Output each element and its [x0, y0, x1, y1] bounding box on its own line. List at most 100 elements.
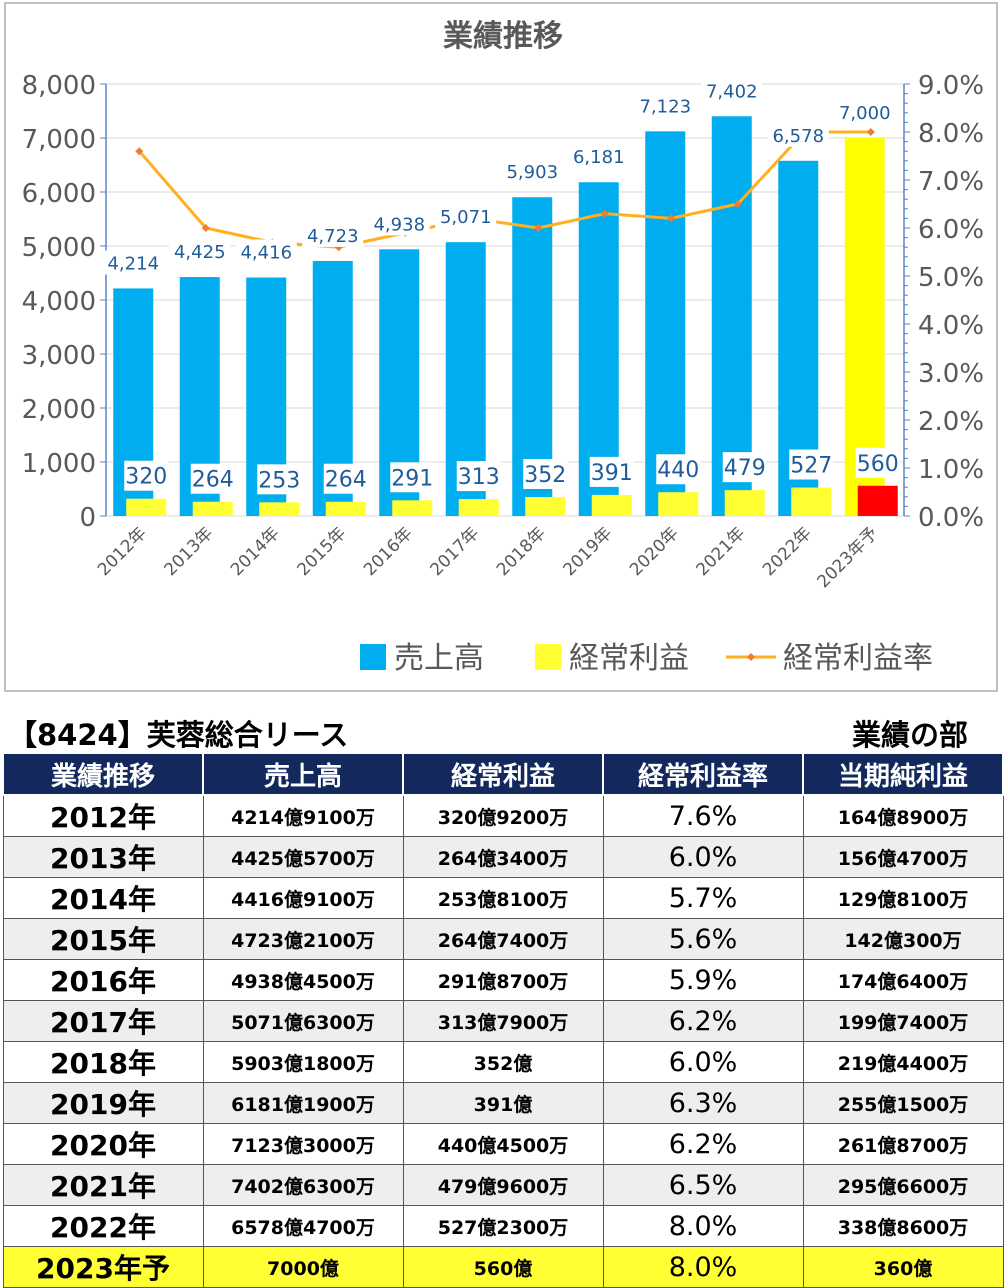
y2-tick-label: 7.0%	[918, 167, 984, 197]
chart-title: 業績推移	[443, 19, 563, 54]
cell-ordinary-profit: 479億9600万	[402, 1164, 604, 1206]
y-tick-label: 6,000	[22, 179, 96, 209]
table-row: 2015年 4723億2100万 264億7400万 5.6% 142億300万	[2, 918, 1004, 960]
cell-net-income: 360億	[802, 1246, 1004, 1288]
cell-profit-rate: 6.5%	[602, 1164, 804, 1206]
op-label-bg	[855, 447, 900, 478]
ordinary-profit-bar	[259, 502, 300, 516]
cell-net-income: 142億300万	[802, 918, 1004, 960]
cell-ordinary-profit: 527億2300万	[402, 1205, 604, 1247]
cell-year: 2016年	[2, 959, 204, 1001]
y-tick-label: 2,000	[22, 395, 96, 425]
sales-data-label: 5,071	[440, 207, 492, 228]
sales-label-bg	[235, 239, 297, 264]
cell-net-income: 129億8100万	[802, 877, 1004, 919]
ordinary-profit-bar	[525, 496, 566, 516]
cell-year: 2018年	[2, 1041, 204, 1083]
cell-year: 2022年	[2, 1205, 204, 1247]
table-row: 2023年予 7000億 560億 8.0% 360億	[2, 1246, 1004, 1288]
sales-data-label: 6,578	[772, 126, 824, 147]
sales-label-bg	[302, 222, 364, 247]
ordinary-profit-data-label: 352	[524, 463, 566, 488]
op-label-bg	[190, 463, 235, 494]
header-sales: 売上高	[202, 752, 404, 796]
sales-label-bg	[435, 204, 497, 229]
op-label-bg	[722, 452, 767, 483]
op-label-bg	[789, 449, 834, 480]
cell-net-income: 255億1500万	[802, 1082, 1004, 1124]
cell-sales: 4416億9100万	[202, 877, 404, 919]
ordinary-profit-data-label: 440	[657, 458, 699, 483]
cell-profit-rate: 5.6%	[602, 918, 804, 960]
cell-ordinary-profit: 352億	[402, 1041, 604, 1083]
y2-tick-label: 4.0%	[918, 311, 984, 341]
sales-label-bg	[701, 78, 763, 103]
cell-net-income: 261億8700万	[802, 1123, 1004, 1165]
table-header-row: 業績推移 売上高 経常利益 経常利益率 当期純利益	[2, 752, 1004, 796]
cell-ordinary-profit: 320億9200万	[402, 794, 604, 837]
y2-tick-label: 3.0%	[918, 359, 984, 389]
table-header: 【8424】芙蓉総合リース 業績の部	[0, 712, 1004, 752]
legend-swatch-sales	[360, 644, 386, 670]
y-tick-label: 7,000	[22, 125, 96, 155]
profit-rate-marker	[667, 214, 676, 223]
legend-swatch-ordinary-profit	[535, 644, 561, 670]
cell-sales: 7123億3000万	[202, 1123, 404, 1165]
x-tick-label: 2023年予	[814, 523, 883, 592]
cell-sales: 4214億9100万	[202, 794, 404, 837]
ordinary-profit-bar	[724, 490, 765, 516]
cell-year: 2012年	[2, 794, 204, 837]
cell-sales: 6578億4700万	[202, 1205, 404, 1247]
y-tick-label: 1,000	[22, 449, 96, 479]
op-label-bg	[523, 458, 568, 489]
sales-data-label: 4,938	[373, 214, 425, 235]
ordinary-profit-bar	[458, 499, 499, 516]
table-row: 2017年 5071億6300万 313億7900万 6.2% 199億7400万	[2, 1000, 1004, 1042]
table-body: 2012年 4214億9100万 320億9200万 7.6% 164億8900万 201…	[2, 794, 1004, 1288]
ordinary-profit-bar	[658, 492, 699, 516]
x-tick-label: 2018年	[493, 523, 550, 580]
sales-data-label: 5,903	[506, 162, 558, 183]
cell-net-income: 199億7400万	[802, 1000, 1004, 1042]
profit-rate-line	[138, 130, 871, 249]
performance-table: 業績推移 売上高 経常利益 経常利益率 当期純利益 2012年 4214億9100…	[2, 752, 1004, 1288]
y-tick-label: 8,000	[22, 71, 96, 101]
cell-sales: 7000億	[202, 1246, 404, 1288]
sales-data-label: 6,181	[573, 147, 625, 168]
cell-ordinary-profit: 264億3400万	[402, 836, 604, 878]
y2-tick-label: 8.0%	[918, 119, 984, 149]
sales-label-bg	[102, 250, 164, 275]
profit-rate-marker	[135, 147, 144, 156]
cell-year: 2015年	[2, 918, 204, 960]
table-row: 2018年 5903億1800万 352億 6.0% 219億4400万	[2, 1041, 1004, 1083]
x-tick-label: 2019年	[560, 523, 617, 580]
sales-label-bg	[767, 122, 829, 147]
table-row: 2021年 7402億6300万 479億9600万 6.5% 295億6600万	[2, 1164, 1004, 1206]
ordinary-profit-data-label: 253	[258, 468, 300, 493]
ordinary-profit-data-label: 320	[125, 465, 167, 490]
sales-bar	[645, 131, 686, 516]
cell-sales: 6181億1900万	[202, 1082, 404, 1124]
sales-data-label: 4,416	[240, 243, 292, 264]
header-period: 業績推移	[2, 752, 204, 796]
y2-tick-label: 5.0%	[918, 263, 984, 293]
cell-net-income: 156億4700万	[802, 836, 1004, 878]
cell-profit-rate: 5.7%	[602, 877, 804, 919]
y-tick-label: 4,000	[22, 287, 96, 317]
x-tick-label: 2020年	[626, 523, 683, 580]
legend-label-profit-rate: 経常利益率	[783, 641, 933, 676]
profit-rate-marker	[600, 209, 609, 218]
cell-ordinary-profit: 560億	[402, 1246, 604, 1288]
sales-label-bg	[368, 211, 430, 236]
y2-tick-label: 6.0%	[918, 215, 984, 245]
y-tick-label: 5,000	[22, 233, 96, 263]
cell-ordinary-profit: 313億7900万	[402, 1000, 604, 1042]
op-label-bg	[456, 461, 501, 492]
cell-profit-rate: 8.0%	[602, 1246, 804, 1288]
cell-ordinary-profit: 291億8700万	[402, 959, 604, 1001]
cell-profit-rate: 6.0%	[602, 1041, 804, 1083]
x-tick-label: 2012年	[94, 523, 151, 580]
profit-rate-marker	[201, 224, 210, 232]
cell-net-income: 219億4400万	[802, 1041, 1004, 1083]
ordinary-profit-data-label: 527	[790, 454, 832, 479]
